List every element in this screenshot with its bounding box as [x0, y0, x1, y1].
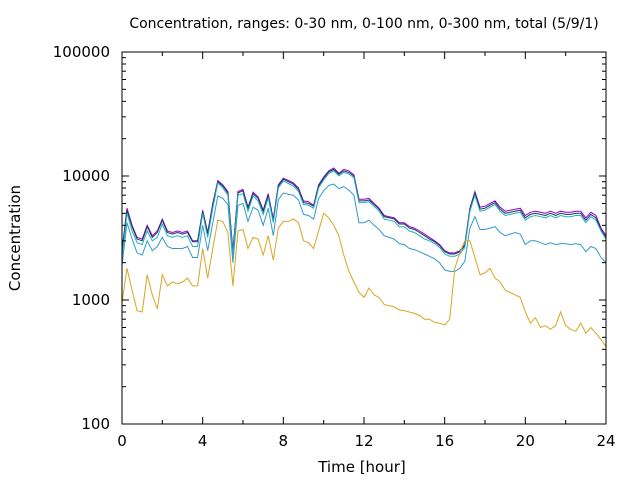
x-tick-label: 20 — [516, 432, 535, 450]
series-line-5 — [121, 212, 607, 347]
x-tick-label: 12 — [354, 432, 373, 450]
x-tick-label: 8 — [279, 432, 289, 450]
series-line-4 — [121, 183, 607, 272]
series-line-2 — [121, 168, 607, 255]
plot-frame — [121, 51, 607, 425]
x-tick-label: 0 — [117, 432, 127, 450]
chart-title: Concentration, ranges: 0-30 nm, 0-100 nm… — [129, 16, 598, 32]
y-tick-label: 1000 — [72, 291, 110, 309]
ticks-layer: 0 4 8 12 16 20 24 100 1000 10000 100000 — [53, 43, 616, 450]
series-line-1 — [121, 167, 607, 254]
y-tick-label: 100000 — [53, 43, 110, 61]
x-tick-label: 24 — [596, 432, 615, 450]
series-line-3 — [121, 170, 607, 258]
series-layer — [121, 167, 607, 347]
x-tick-label: 4 — [198, 432, 208, 450]
y-axis-title: Concentration — [6, 185, 24, 291]
y-tick-label: 100 — [81, 415, 110, 433]
y-tick-label: 10000 — [62, 167, 110, 185]
x-axis-title: Time [hour] — [317, 458, 406, 476]
x-tick-label: 16 — [435, 432, 454, 450]
